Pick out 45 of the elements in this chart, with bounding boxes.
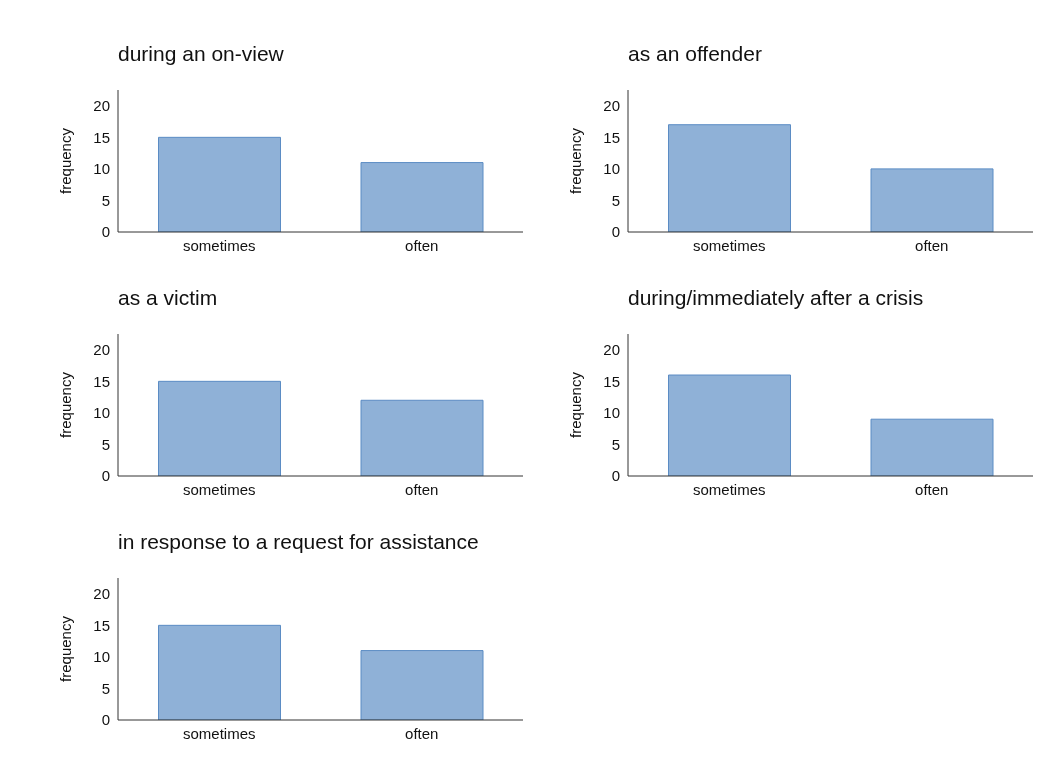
y-axis-title: frequency	[567, 371, 585, 438]
y-tick-label: 10	[93, 648, 110, 666]
y-tick-label: 20	[603, 341, 620, 359]
y-tick-label: 15	[93, 128, 110, 146]
x-tick-label: often	[915, 480, 949, 498]
y-tick-label: 5	[611, 435, 620, 453]
x-tick-label: sometimes	[182, 724, 256, 742]
y-axis-title: frequency	[567, 127, 585, 194]
y-tick-label: 20	[603, 97, 620, 115]
y-tick-label: 0	[101, 467, 110, 485]
y-tick-label: 15	[93, 616, 110, 634]
chart-title: as an offender	[628, 42, 763, 67]
y-tick-label: 10	[603, 160, 620, 178]
y-tick-label: 10	[93, 160, 110, 178]
x-tick-label: sometimes	[182, 480, 256, 498]
y-tick-label: 5	[101, 191, 110, 209]
y-tick-label: 0	[611, 223, 620, 241]
chart-title: as a victim	[118, 286, 219, 311]
y-axis-title: frequency	[57, 127, 75, 194]
x-tick-label: sometimes	[182, 236, 256, 254]
x-tick-label: sometimes	[692, 236, 766, 254]
y-tick-label: 20	[93, 97, 110, 115]
y-axis-title: frequency	[57, 615, 75, 682]
y-tick-label: 5	[101, 679, 110, 697]
y-tick-label: 10	[603, 404, 620, 422]
y-tick-label: 0	[101, 711, 110, 729]
y-tick-label: 15	[603, 128, 620, 146]
chart-title: during an on-view	[118, 42, 285, 67]
chart-title: in response to a request for assistance	[118, 530, 480, 555]
y-tick-label: 15	[93, 372, 110, 390]
y-axis-title: frequency	[57, 371, 75, 438]
y-tick-label: 0	[611, 467, 620, 485]
x-tick-label: often	[915, 236, 949, 254]
x-tick-label: often	[405, 480, 439, 498]
y-tick-label: 5	[101, 435, 110, 453]
y-tick-label: 20	[93, 585, 110, 603]
x-tick-label: often	[405, 724, 439, 742]
chart-title: during/immediately after a crisis	[628, 286, 925, 311]
y-tick-label: 10	[93, 404, 110, 422]
y-tick-label: 5	[611, 191, 620, 209]
y-tick-label: 20	[93, 341, 110, 359]
y-tick-label: 0	[101, 223, 110, 241]
x-tick-label: sometimes	[692, 480, 766, 498]
x-tick-label: often	[405, 236, 439, 254]
y-tick-label: 15	[603, 372, 620, 390]
